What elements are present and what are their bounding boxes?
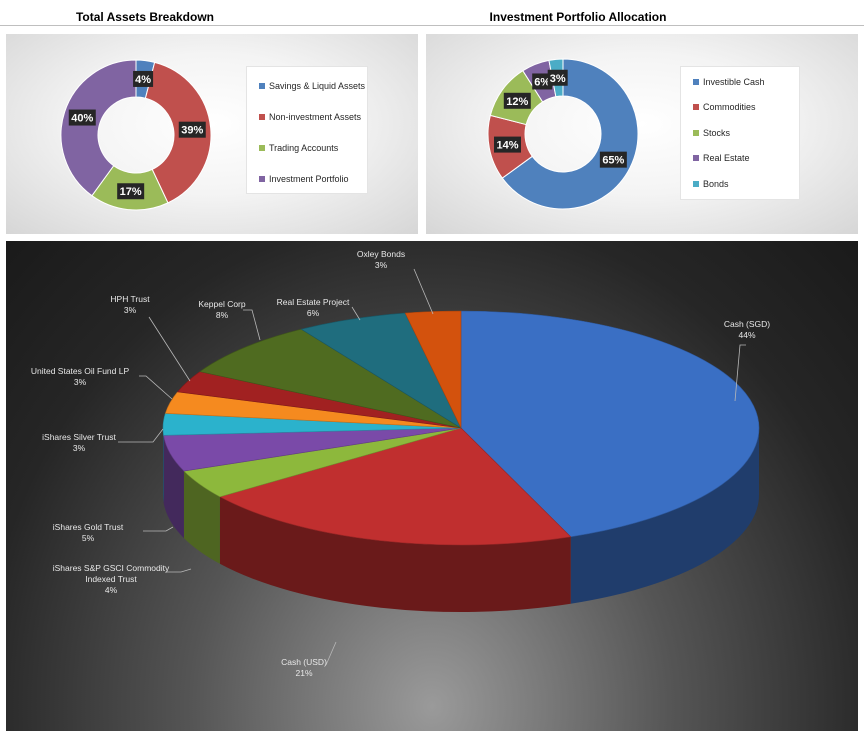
data-label: 3% <box>550 73 566 85</box>
label-silver-trust: iShares Silver Trust 3% <box>42 432 116 453</box>
label-gold-trust: iShares Gold Trust 5% <box>53 522 124 543</box>
pie-slice <box>404 310 462 429</box>
data-label-box <box>494 136 522 153</box>
leader-line <box>139 375 173 400</box>
label-keppel-corp: Keppel Corp 8% <box>198 299 246 320</box>
legend-item: Trading Accounts <box>259 143 338 153</box>
legend-item: Stocks <box>693 128 730 138</box>
pie-slice <box>219 427 572 546</box>
chart1-panel: 4% 39% 17% 40% Savings & Liquid Assets Non-… <box>6 34 418 234</box>
legend-item: Savings & Liquid Assets <box>259 81 365 91</box>
data-label: 4% <box>135 74 151 86</box>
data-label: 17% <box>120 186 142 198</box>
label-commodity-trust: iShares S&P GSCI Commodity Indexed Trust 4… <box>53 563 170 595</box>
leader-line <box>413 268 434 315</box>
header-divider <box>0 25 864 26</box>
chart1-doughnut: 4% 39% 17% 40% <box>60 59 212 211</box>
legend-label: Real Estate <box>703 153 750 163</box>
pie-slice-side <box>163 428 164 503</box>
doughnut-slice <box>60 59 137 197</box>
pie-slice <box>460 310 760 538</box>
pie-slice <box>199 328 462 429</box>
label-oil-fund: United States Oil Fund LP 3% <box>31 366 130 387</box>
data-label: 40% <box>71 113 93 125</box>
leader-line <box>734 344 746 402</box>
chart2-title: Investment Portfolio Allocation <box>489 10 667 24</box>
data-label: 14% <box>496 140 518 152</box>
data-label-box <box>133 70 154 87</box>
data-label-box <box>503 92 531 109</box>
label-oxley-bonds: Oxley Bonds 3% <box>357 249 405 270</box>
pie-slice-side <box>183 471 220 564</box>
legend-label: Trading Accounts <box>269 143 339 153</box>
data-label-box <box>599 151 627 168</box>
data-label-box <box>68 109 96 126</box>
legend-item: Non-investment Assets <box>259 112 361 122</box>
data-label: 6% <box>534 76 550 88</box>
legend-item: Bonds <box>693 179 729 189</box>
data-label-box <box>117 183 145 200</box>
chart2-doughnut: 65% 14% 12% 6% 3% <box>487 58 639 210</box>
legend-item: Real Estate <box>693 153 750 163</box>
label-hph-trust: HPH Trust 3% <box>110 294 150 315</box>
pie-slice-side <box>163 435 184 539</box>
doughnut-slice <box>144 61 212 204</box>
leader-line <box>166 568 192 573</box>
chart2-legend: Investible Cash Commodities Stocks Real … <box>680 66 800 200</box>
legend-label: Bonds <box>703 179 729 189</box>
data-label: 39% <box>181 125 203 137</box>
data-label-box <box>547 69 568 86</box>
leader-line <box>148 316 191 382</box>
chart1-legend: Savings & Liquid Assets Non-investment A… <box>246 66 368 194</box>
chart1-title: Total Assets Breakdown <box>75 10 215 24</box>
portfolio-3d-pie-panel: Cash (SGD) 44% Cash (USD) 21% iShares S&P … <box>6 241 858 731</box>
leader-line <box>325 641 337 666</box>
data-label: 12% <box>506 96 528 108</box>
legend-label: Stocks <box>703 128 731 138</box>
legend-label: Commodities <box>703 102 756 112</box>
legend-label: Savings & Liquid Assets <box>269 81 366 91</box>
label-cash-usd: Cash (USD) 21% <box>281 657 327 678</box>
leader-line <box>118 428 164 443</box>
data-label: 65% <box>602 155 624 167</box>
leader-line <box>143 526 174 532</box>
leader-line <box>351 306 361 321</box>
legend-label: Non-investment Assets <box>269 112 362 122</box>
chart2-panel: 65% 14% 12% 6% 3% Investible Cash Commoditie… <box>426 34 858 234</box>
legend-item: Investible Cash <box>693 77 765 87</box>
legend-item: Commodities <box>693 102 756 112</box>
pie-slice-side <box>219 496 571 612</box>
legend-label: Investment Portfolio <box>269 174 349 184</box>
label-real-estate-project: Real Estate Project 6% <box>277 297 350 318</box>
data-label-box <box>532 73 553 90</box>
legend-label: Investible Cash <box>703 77 765 87</box>
data-label-box <box>178 121 206 138</box>
legend-item: Investment Portfolio <box>259 174 349 184</box>
leader-line <box>243 309 261 341</box>
doughnut-slice <box>501 58 639 210</box>
portfolio-3d-pie: Cash (SGD) 44% Cash (USD) 21% iShares S&P … <box>31 249 770 678</box>
pie-slice-side <box>570 428 759 604</box>
label-cash-sgd: Cash (SGD) 44% <box>724 319 770 340</box>
